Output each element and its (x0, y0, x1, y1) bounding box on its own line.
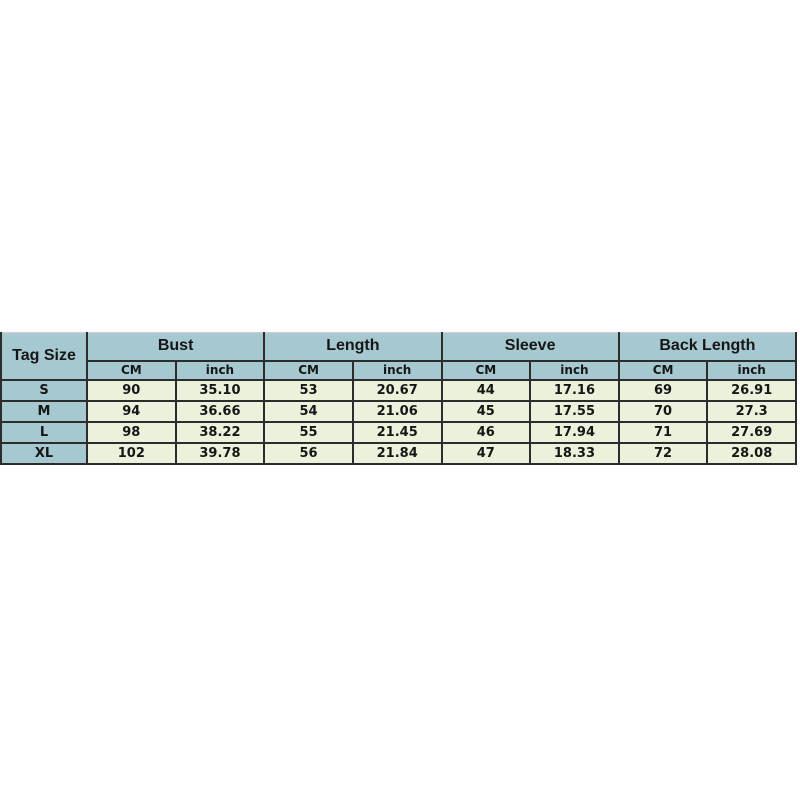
sub-header-row: CM inch CM inch CM inch CM inch (1, 359, 797, 381)
cell-l-length-inch: 21.45 (351, 420, 443, 444)
table-row-m: M 94 36.66 54 21.06 45 17.55 70 27.3 (0, 399, 797, 423)
sub-header-bust-cm: CM (86, 359, 177, 381)
sub-header-length-inch: inch (351, 359, 443, 381)
group-header-length: Length (263, 332, 443, 362)
cell-xl-length-cm: 56 (263, 441, 354, 465)
cell-xl-back-cm: 72 (617, 441, 709, 465)
sub-header-back-cm: CM (617, 359, 709, 381)
cell-s-back-inch: 26.91 (706, 378, 797, 402)
cell-m-sleeve-cm: 45 (440, 399, 532, 423)
cell-s-back-cm: 69 (617, 378, 709, 402)
cell-s-length-cm: 53 (263, 378, 354, 402)
cell-s-length-inch: 20.67 (351, 378, 443, 402)
group-header-bust: Bust (85, 332, 266, 362)
sub-header-bust-inch: inch (174, 359, 266, 381)
cell-l-sleeve-inch: 17.94 (529, 420, 620, 444)
size-label-xl: XL (0, 441, 88, 465)
cell-l-back-cm: 71 (617, 420, 709, 444)
cell-m-back-cm: 70 (617, 399, 709, 423)
size-label-s: S (0, 378, 88, 402)
cell-s-sleeve-cm: 44 (440, 378, 532, 402)
cell-xl-sleeve-inch: 18.33 (529, 441, 620, 465)
cell-m-back-inch: 27.3 (706, 399, 797, 423)
group-header-row: Tag Size Bust Length Sleeve Back Length (0, 332, 798, 381)
size-label-l: L (0, 420, 88, 444)
cell-l-length-cm: 55 (263, 420, 354, 444)
sub-header-length-cm: CM (263, 359, 354, 381)
size-label-m: M (0, 399, 88, 423)
cell-l-back-inch: 27.69 (706, 420, 797, 444)
size-chart-table: Tag Size Bust Length Sleeve Back Length … (0, 332, 798, 465)
sub-header-sleeve-cm: CM (440, 359, 532, 381)
cell-m-length-cm: 54 (263, 399, 354, 423)
table-row-s: S 90 35.10 53 20.67 44 17.16 69 26.91 (0, 378, 797, 402)
cell-m-bust-cm: 94 (86, 399, 177, 423)
cell-xl-sleeve-cm: 47 (440, 441, 532, 465)
table-row-xl: XL 102 39.78 56 21.84 47 18.33 72 28.08 (0, 441, 797, 465)
sub-header-sleeve-inch: inch (529, 359, 620, 381)
cell-s-bust-inch: 35.10 (174, 378, 266, 402)
cell-s-bust-cm: 90 (86, 378, 177, 402)
group-header-back-length: Back Length (617, 332, 798, 362)
cell-m-length-inch: 21.06 (351, 399, 443, 423)
cell-l-bust-cm: 98 (86, 420, 177, 444)
cell-m-bust-inch: 36.66 (174, 399, 266, 423)
table-row-l: L 98 38.22 55 21.45 46 17.94 71 27.69 (0, 420, 797, 444)
cell-l-bust-inch: 38.22 (174, 420, 266, 444)
sub-header-back-inch: inch (706, 359, 797, 381)
cell-xl-bust-inch: 39.78 (174, 441, 266, 465)
cell-xl-bust-cm: 102 (86, 441, 177, 465)
cell-xl-back-inch: 28.08 (706, 441, 797, 465)
group-header-sleeve: Sleeve (440, 332, 620, 362)
cell-s-sleeve-inch: 17.16 (529, 378, 620, 402)
size-chart-container: Tag Size Bust Length Sleeve Back Length … (0, 332, 798, 465)
tag-size-header: Tag Size (0, 332, 88, 381)
cell-xl-length-inch: 21.84 (351, 441, 443, 465)
cell-l-sleeve-cm: 46 (440, 420, 532, 444)
cell-m-sleeve-inch: 17.55 (529, 399, 620, 423)
